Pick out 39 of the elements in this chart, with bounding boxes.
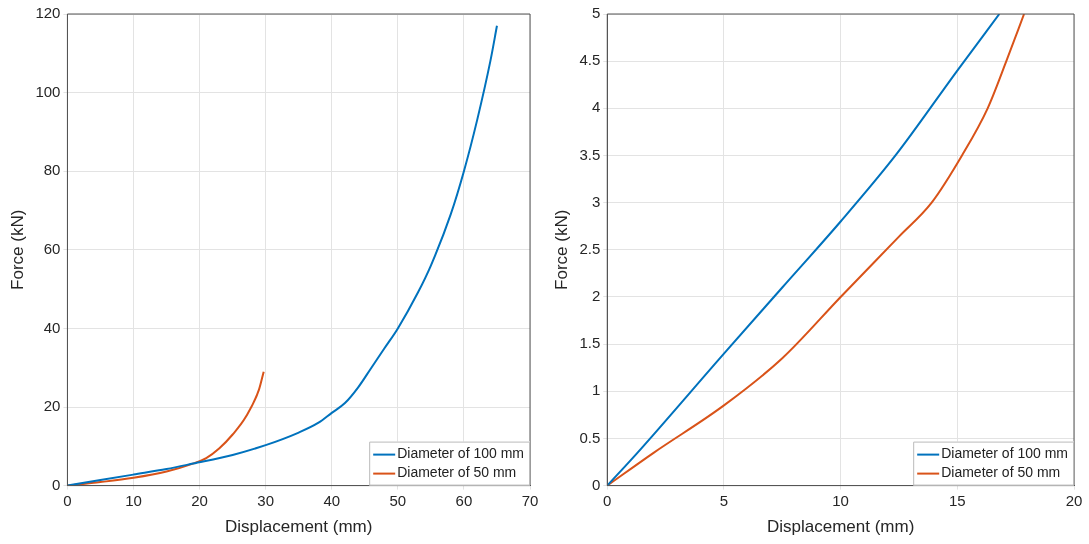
x-tick-label: 20 bbox=[1065, 491, 1083, 509]
y-tick-label: 4.5 bbox=[579, 51, 601, 69]
x-tick-label: 5 bbox=[719, 491, 729, 509]
legend-label: Diameter of 50 mm bbox=[397, 464, 517, 481]
y-tick-label: 0 bbox=[591, 475, 601, 493]
x-tick-label: 10 bbox=[125, 491, 142, 509]
x-tick-label: 10 bbox=[832, 491, 849, 509]
y-axis-title: Force (kN) bbox=[551, 209, 571, 290]
y-tick-label: 4 bbox=[591, 98, 601, 116]
x-tick-label: 30 bbox=[257, 491, 275, 509]
y-tick-label: 3.5 bbox=[579, 145, 601, 163]
y-tick-label: 5 bbox=[591, 4, 601, 22]
x-tick-label: 0 bbox=[63, 491, 72, 509]
y-tick-label: 0 bbox=[52, 475, 61, 493]
y-axis-title: Force (kN) bbox=[7, 209, 27, 290]
y-tick-label: 1.5 bbox=[579, 334, 601, 352]
x-tick-label: 20 bbox=[191, 491, 208, 509]
y-tick-label: 20 bbox=[43, 397, 61, 415]
y-tick-label: 60 bbox=[43, 239, 61, 257]
y-tick-label: 100 bbox=[35, 82, 61, 100]
y-tick-label: 1 bbox=[591, 381, 601, 399]
y-tick-label: 3 bbox=[591, 192, 601, 210]
y-tick-label: 0.5 bbox=[579, 428, 601, 446]
x-axis-title: Displacement (mm) bbox=[766, 517, 915, 537]
x-tick-label: 0 bbox=[603, 491, 612, 509]
x-tick-label: 15 bbox=[948, 491, 966, 509]
legend-label: Diameter of 50 mm bbox=[941, 464, 1061, 481]
x-tick-label: 40 bbox=[323, 491, 341, 509]
y-tick-label: 120 bbox=[35, 4, 61, 22]
x-tick-label: 60 bbox=[455, 491, 473, 509]
y-tick-label: 2 bbox=[591, 287, 601, 305]
y-tick-label: 2.5 bbox=[579, 239, 601, 257]
x-tick-label: 70 bbox=[521, 491, 539, 509]
x-axis-title: Displacement (mm) bbox=[225, 517, 373, 537]
legend-label: Diameter of 100 mm bbox=[397, 445, 525, 462]
y-tick-label: 80 bbox=[43, 161, 61, 179]
y-tick-label: 40 bbox=[43, 318, 61, 336]
legend-label: Diameter of 100 mm bbox=[941, 445, 1069, 462]
x-tick-label: 50 bbox=[389, 491, 407, 509]
